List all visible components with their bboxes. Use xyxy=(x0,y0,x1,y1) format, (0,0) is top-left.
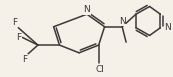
Text: F: F xyxy=(22,55,27,64)
Text: Cl: Cl xyxy=(95,65,104,74)
Text: F: F xyxy=(12,18,17,27)
Text: N: N xyxy=(164,23,171,32)
Text: N: N xyxy=(84,5,90,14)
Text: N: N xyxy=(119,17,126,26)
Text: F: F xyxy=(16,33,21,42)
